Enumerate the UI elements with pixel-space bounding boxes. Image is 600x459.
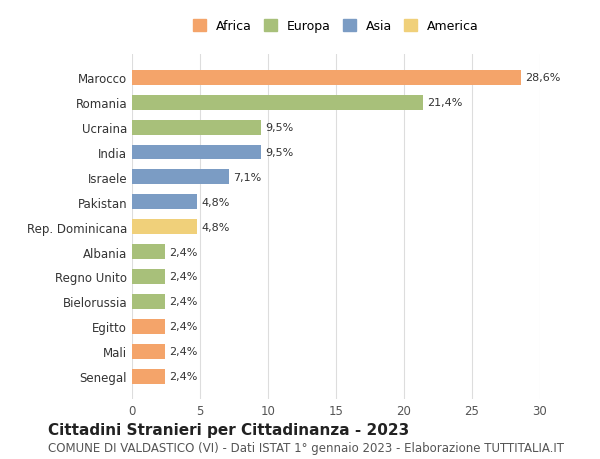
Text: 28,6%: 28,6% xyxy=(525,73,560,83)
Text: 2,4%: 2,4% xyxy=(169,322,197,331)
Bar xyxy=(132,344,164,359)
Text: 4,8%: 4,8% xyxy=(202,197,230,207)
Legend: Africa, Europa, Asia, America: Africa, Europa, Asia, America xyxy=(190,17,482,37)
Bar xyxy=(132,120,261,135)
Text: Cittadini Stranieri per Cittadinanza - 2023: Cittadini Stranieri per Cittadinanza - 2… xyxy=(48,422,409,437)
Text: 9,5%: 9,5% xyxy=(265,123,293,133)
Text: 2,4%: 2,4% xyxy=(169,297,197,307)
Text: 2,4%: 2,4% xyxy=(169,347,197,356)
Bar xyxy=(132,95,423,111)
Text: 7,1%: 7,1% xyxy=(233,173,261,183)
Text: 21,4%: 21,4% xyxy=(427,98,463,108)
Bar xyxy=(132,245,164,259)
Text: 2,4%: 2,4% xyxy=(169,247,197,257)
Bar xyxy=(132,71,521,86)
Bar xyxy=(132,145,261,160)
Bar xyxy=(132,294,164,309)
Bar xyxy=(132,319,164,334)
Bar xyxy=(132,195,197,210)
Text: 9,5%: 9,5% xyxy=(265,148,293,158)
Text: 2,4%: 2,4% xyxy=(169,371,197,381)
Bar xyxy=(132,269,164,284)
Text: COMUNE DI VALDASTICO (VI) - Dati ISTAT 1° gennaio 2023 - Elaborazione TUTTITALIA: COMUNE DI VALDASTICO (VI) - Dati ISTAT 1… xyxy=(48,442,564,454)
Text: 4,8%: 4,8% xyxy=(202,222,230,232)
Text: 2,4%: 2,4% xyxy=(169,272,197,282)
Bar xyxy=(132,170,229,185)
Bar xyxy=(132,369,164,384)
Bar xyxy=(132,220,197,235)
